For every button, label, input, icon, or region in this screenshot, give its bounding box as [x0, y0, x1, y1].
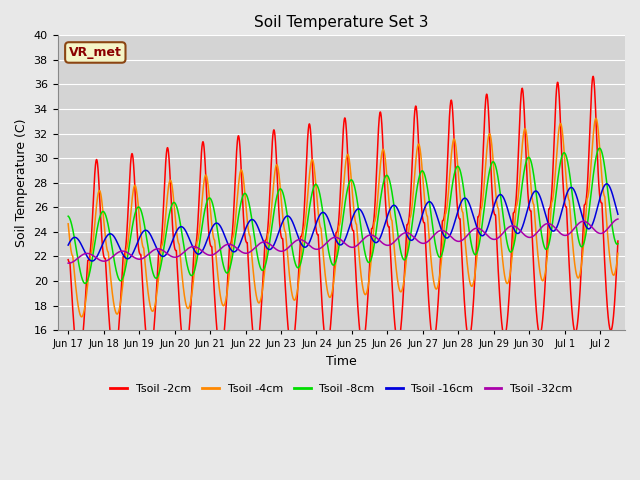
Tsoil -4cm — [77, 314, 85, 320]
Tsoil -4cm — [614, 251, 621, 256]
Tsoil -32cm — [544, 221, 552, 227]
Tsoil -4cm — [604, 229, 611, 235]
Tsoil -2cm — [299, 225, 307, 230]
X-axis label: Time: Time — [326, 355, 356, 368]
Tsoil -8cm — [127, 231, 135, 237]
Text: VR_met: VR_met — [69, 46, 122, 59]
Line: Tsoil -8cm: Tsoil -8cm — [68, 148, 618, 284]
Tsoil -8cm — [614, 241, 621, 247]
Title: Soil Temperature Set 3: Soil Temperature Set 3 — [254, 15, 429, 30]
Tsoil -2cm — [614, 238, 621, 244]
Tsoil -2cm — [160, 200, 168, 205]
Tsoil -8cm — [81, 281, 89, 287]
Tsoil -2cm — [65, 257, 72, 263]
Tsoil -32cm — [160, 248, 168, 254]
Tsoil -4cm — [160, 233, 168, 239]
Tsoil -4cm — [299, 231, 307, 237]
Tsoil -8cm — [604, 186, 611, 192]
Tsoil -2cm — [75, 358, 83, 363]
Tsoil -16cm — [614, 211, 621, 217]
Line: Tsoil -2cm: Tsoil -2cm — [68, 76, 618, 360]
Tsoil -32cm — [65, 260, 72, 266]
Tsoil -16cm — [160, 253, 168, 259]
Tsoil -16cm — [127, 253, 135, 259]
Tsoil -16cm — [299, 243, 307, 249]
Y-axis label: Soil Temperature (C): Soil Temperature (C) — [15, 119, 28, 247]
Tsoil -16cm — [603, 181, 611, 187]
Tsoil -8cm — [299, 250, 307, 255]
Tsoil -8cm — [65, 213, 72, 219]
Tsoil -16cm — [65, 242, 72, 248]
Tsoil -2cm — [604, 306, 611, 312]
Tsoil -32cm — [614, 216, 621, 222]
Tsoil -32cm — [604, 227, 611, 232]
Tsoil -16cm — [275, 228, 283, 234]
Tsoil -32cm — [299, 238, 307, 243]
Tsoil -32cm — [275, 248, 283, 254]
Tsoil -8cm — [596, 145, 604, 151]
Line: Tsoil -4cm: Tsoil -4cm — [68, 119, 618, 317]
Tsoil -16cm — [88, 258, 96, 264]
Tsoil -4cm — [127, 208, 135, 214]
Line: Tsoil -16cm: Tsoil -16cm — [68, 184, 618, 261]
Legend: Tsoil -2cm, Tsoil -4cm, Tsoil -8cm, Tsoil -16cm, Tsoil -32cm: Tsoil -2cm, Tsoil -4cm, Tsoil -8cm, Tsoi… — [106, 379, 577, 398]
Tsoil -4cm — [65, 221, 72, 227]
Tsoil -16cm — [544, 220, 552, 226]
Tsoil -4cm — [275, 174, 283, 180]
Tsoil -4cm — [544, 245, 552, 251]
Tsoil -4cm — [592, 116, 600, 121]
Tsoil -2cm — [127, 156, 135, 161]
Tsoil -16cm — [604, 181, 611, 187]
Tsoil -32cm — [65, 260, 72, 266]
Tsoil -2cm — [544, 221, 552, 227]
Tsoil -2cm — [275, 213, 283, 219]
Tsoil -32cm — [127, 252, 135, 258]
Tsoil -8cm — [544, 244, 552, 250]
Tsoil -8cm — [160, 246, 168, 252]
Tsoil -8cm — [275, 187, 283, 192]
Line: Tsoil -32cm: Tsoil -32cm — [68, 219, 618, 263]
Tsoil -2cm — [589, 73, 597, 79]
